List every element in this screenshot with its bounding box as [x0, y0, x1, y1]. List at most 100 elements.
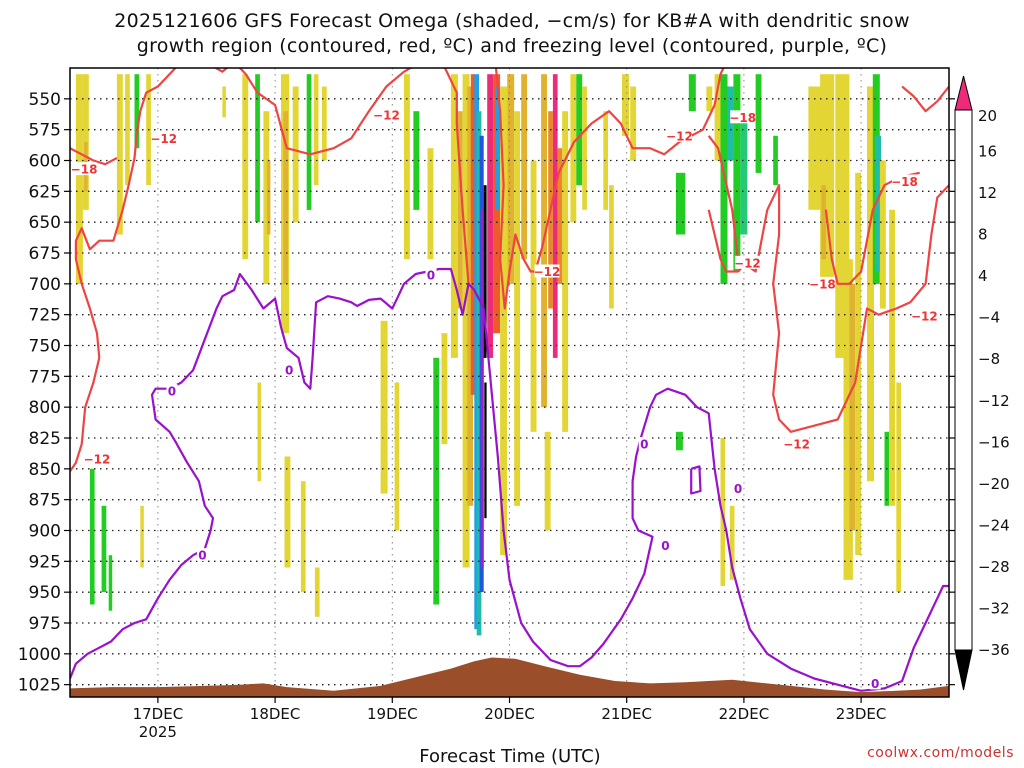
- omega-shade-cell: [879, 160, 886, 309]
- freezing-contour-label-bg: [659, 538, 671, 552]
- y-tick-label: 700: [29, 275, 61, 295]
- dgz-contour-label-bg: [373, 107, 399, 121]
- credit-link[interactable]: coolwx.com/models: [867, 745, 1014, 761]
- y-axis: 550 575 600 625 650 675 700 725 750 775 800 825 850 8…: [18, 90, 955, 696]
- dgz-contour-line: [707, 209, 751, 273]
- y-tick-label: 975: [29, 614, 61, 634]
- omega-shade-cell: [544, 431, 551, 531]
- x-tick-label: 19DEC: [367, 705, 418, 723]
- omega-shade-cell: [630, 86, 637, 161]
- omega-shade-cell: [576, 74, 583, 186]
- omega-shade-cell: [483, 185, 487, 358]
- colorbar-bottom-arrow: [954, 649, 973, 691]
- dgz-contour-label-bg: [71, 162, 97, 176]
- freezing-contour-label-bg: [732, 481, 744, 495]
- omega-shade-cell: [675, 431, 683, 451]
- omega-shade-cell: [570, 74, 577, 223]
- plot-inner: −18 −12 −12 −12 −12 −18 −12 −18 −18 −12 −12 −12 0 0 0 0…: [70, 68, 949, 697]
- freezing-contour-label: 0: [427, 269, 435, 283]
- freezing-level-contour-line: [690, 465, 702, 495]
- omega-shade-cell: [108, 555, 113, 611]
- omega-shade-cell: [263, 111, 270, 284]
- dgz-contour-label: −12: [666, 129, 693, 143]
- y-tick-label: 1000: [18, 645, 61, 665]
- omega-shade-cell: [484, 382, 487, 519]
- x-axis-title: Forecast Time (UTC): [419, 746, 600, 767]
- omega-shade-cell: [292, 86, 299, 223]
- omega-shade-cell: [89, 468, 95, 605]
- dgz-contour-label-bg: [666, 128, 692, 142]
- colorbar-tick-label: −16: [978, 433, 1010, 451]
- colorbar-tick-label: −20: [978, 475, 1010, 493]
- dgz-contour-line: [901, 85, 949, 113]
- omega-shade-cell: [530, 160, 537, 432]
- omega-shade-cell: [125, 74, 130, 186]
- freezing-contour-label-bg: [283, 363, 295, 377]
- y-tick-label: 925: [29, 552, 61, 572]
- dgz-contour-label-bg: [151, 131, 177, 145]
- omega-shade-cell: [609, 185, 614, 309]
- y-tick-label: 750: [29, 337, 61, 357]
- dgz-contour-label: −18: [71, 163, 98, 177]
- colorbar-tick-label: 12: [978, 184, 997, 202]
- dgz-contour-label-bg: [84, 451, 110, 465]
- dgz-contour-label: −18: [729, 111, 756, 125]
- omega-shade-cell: [727, 86, 734, 161]
- freezing-contour-label: 0: [640, 438, 648, 452]
- chart-title-line-2: growth region (contoured, red, ºC) and f…: [137, 35, 888, 57]
- freezing-contour-label: 0: [198, 549, 206, 563]
- freezing-contour-label: 0: [168, 385, 176, 399]
- dgz-contour-label: −12: [534, 265, 561, 279]
- omega-shade-cell: [266, 160, 271, 235]
- y-tick-label: 650: [29, 213, 61, 233]
- y-tick-label: 625: [29, 182, 61, 202]
- omega-shade-cell: [222, 86, 226, 118]
- y-tick-label: 850: [29, 460, 61, 480]
- dgz-contour-label-bg: [809, 276, 835, 290]
- x-tick-year-label: 2025: [139, 723, 177, 741]
- omega-shade-cell: [476, 111, 482, 636]
- dgz-contour-label-bg: [534, 264, 560, 278]
- omega-shade-cell: [257, 382, 261, 482]
- omega-shade-cell: [441, 333, 448, 445]
- y-tick-label: 600: [29, 152, 61, 172]
- dgz-contour-label: −12: [734, 256, 761, 270]
- dgz-contour-label: −18: [891, 175, 918, 189]
- omega-shade-cell: [821, 185, 826, 260]
- omega-shade-cell: [322, 86, 327, 161]
- x-tick-label: 23DEC: [836, 705, 887, 723]
- freezing-contour-label: 0: [285, 364, 293, 378]
- dgz-contour-line: [707, 135, 949, 433]
- dgz-contour-line: [70, 68, 413, 472]
- omega-shade-cell: [843, 259, 853, 580]
- colorbar-tick-label: 4: [978, 267, 988, 285]
- y-tick-label: 800: [29, 398, 61, 418]
- y-tick-label: 575: [29, 121, 61, 141]
- omega-shade-cell: [896, 382, 901, 593]
- omega-shade-cell: [283, 111, 288, 284]
- dgz-contour-line: [70, 147, 118, 166]
- omega-shade-cell: [514, 111, 521, 506]
- omega-shade-cell: [675, 172, 686, 235]
- y-tick-label: 675: [29, 244, 61, 264]
- omega-shade-cell: [706, 86, 713, 112]
- freezing-contour-label: 0: [871, 677, 879, 691]
- omega-shade-cell: [467, 86, 474, 506]
- omega-shade-cell: [394, 382, 400, 531]
- omega-shade-cell: [300, 481, 306, 593]
- x-tick-label: 20DEC: [484, 705, 535, 723]
- freezing-contour-label-bg: [196, 548, 208, 562]
- omega-shade-cell: [603, 111, 608, 210]
- omega-shade-cell: [552, 74, 558, 358]
- omega-shade-cell: [487, 74, 494, 358]
- omega-shade-cell: [867, 86, 874, 482]
- dgz-contour-label-bg: [734, 255, 760, 269]
- omega-shade-cell: [75, 74, 83, 284]
- x-tick-label: 18DEC: [250, 705, 301, 723]
- dgz-contour-label: −12: [911, 309, 938, 323]
- y-tick-label: 725: [29, 306, 61, 326]
- dgz-contour-label-bg: [911, 308, 937, 322]
- x-tick-label: 17DEC: [133, 705, 184, 723]
